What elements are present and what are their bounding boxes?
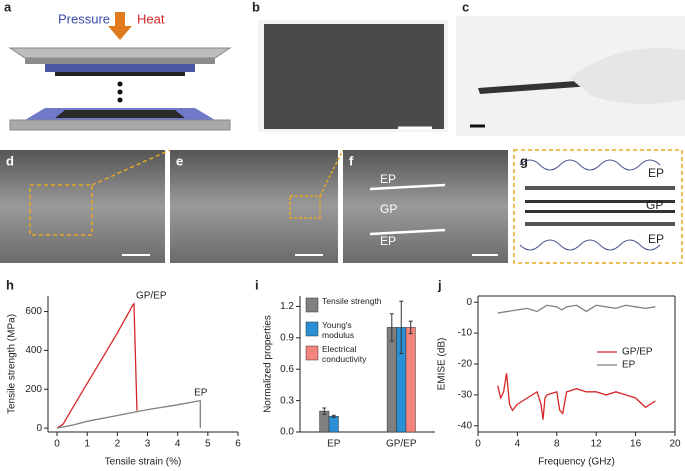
- polymer-chains: [519, 159, 661, 251]
- sem-image: [343, 150, 508, 263]
- film-photo: [264, 24, 444, 129]
- film-photo: [478, 80, 592, 94]
- series-line: [56, 301, 138, 429]
- legend-swatch: [305, 297, 319, 313]
- y-axis-label: EMISE (dB): [437, 338, 448, 391]
- y-tick-label: -10: [458, 328, 473, 339]
- y-axis-label: Normalized properties: [263, 315, 274, 413]
- panel-label: a: [4, 0, 12, 14]
- y-tick-label: -40: [458, 420, 473, 431]
- panel-label: b: [252, 0, 260, 14]
- y-tick-label: 0.0: [280, 427, 294, 438]
- error-bar: [399, 300, 404, 355]
- y-tick-label: -20: [458, 359, 473, 370]
- error-bar: [408, 320, 413, 335]
- error-bar: [331, 414, 336, 418]
- legend-label-box: Electrical conductivity: [322, 344, 367, 364]
- sem-image: [0, 150, 165, 263]
- y-tick-label: 0: [36, 423, 42, 434]
- y-tick-label: 0.3: [280, 395, 294, 406]
- series-annotation: EP: [194, 388, 208, 399]
- x-axis-label: Tensile strain (%): [105, 457, 182, 468]
- panel-label: h: [6, 277, 14, 292]
- x-tick-label: 8: [554, 439, 560, 450]
- x-tick-label: 0: [475, 439, 481, 450]
- panel-label: d: [6, 153, 14, 168]
- panel-label: e: [176, 153, 183, 168]
- error-bar: [322, 407, 327, 415]
- layer-label: EP: [648, 166, 664, 180]
- legend-label: Young's modulus: [322, 320, 355, 340]
- glove-photo: [570, 47, 685, 104]
- layer-line: [369, 183, 446, 191]
- zoom-box: [29, 184, 93, 236]
- y-axis-label: Tensile strength (MPa): [7, 314, 18, 414]
- layer-label: EP: [380, 234, 396, 248]
- panel-label: f: [349, 153, 354, 168]
- graphene-layer: [525, 222, 675, 226]
- x-tick-label: GP/EP: [386, 439, 417, 450]
- y-tick-label: 1.2: [280, 301, 294, 312]
- zoom-line: [319, 149, 344, 197]
- layer-line: [369, 228, 446, 236]
- panel-label: j: [437, 277, 442, 292]
- x-tick-label: 4: [515, 439, 521, 450]
- sem-image: [170, 150, 338, 263]
- press-diagram: [8, 12, 232, 131]
- schematic-frame: [513, 149, 683, 264]
- series-annotation: GP/EP: [136, 290, 167, 301]
- legend-label-box: Tensile strength: [322, 296, 382, 306]
- zoom-box: [289, 195, 321, 219]
- heat-label: Heat: [137, 11, 165, 26]
- graphene-layer: [525, 186, 675, 190]
- bar: [328, 416, 339, 433]
- x-tick-label: 12: [591, 439, 603, 450]
- y-tick-label: 0.9: [280, 332, 294, 343]
- legend-label: EP: [622, 360, 636, 371]
- x-tick-label: 20: [669, 439, 681, 450]
- x-tick-label: 2: [115, 439, 121, 450]
- panel-label: c: [462, 0, 469, 14]
- graphene-layer: [525, 210, 675, 213]
- y-tick-label: 400: [25, 345, 42, 356]
- pressure-label: Pressure: [58, 11, 110, 26]
- x-tick-label: 6: [235, 439, 241, 450]
- error-bar: [389, 313, 394, 342]
- y-tick-label: 600: [25, 306, 42, 317]
- x-tick-label: 3: [145, 439, 151, 450]
- legend-label: Electrical conductivity: [322, 344, 367, 364]
- y-tick-label: 0.6: [280, 364, 294, 375]
- x-tick-label: 4: [175, 439, 181, 450]
- x-tick-label: 0: [54, 439, 60, 450]
- x-tick-label: 5: [205, 439, 211, 450]
- bar: [405, 327, 416, 433]
- x-tick-label: EP: [327, 439, 341, 450]
- y-tick-label: 0: [466, 297, 472, 308]
- legend-label: GP/EP: [622, 347, 653, 358]
- layer-label: GP: [646, 198, 663, 212]
- y-tick-label: -30: [458, 390, 473, 401]
- panel-label: g: [520, 153, 528, 168]
- x-axis-label: Frequency (GHz): [538, 457, 615, 468]
- layer-label: EP: [380, 172, 396, 186]
- zoom-line: [91, 149, 171, 186]
- y-tick-label: 200: [25, 384, 42, 395]
- series-line: [497, 373, 656, 420]
- legend-label: Tensile strength: [322, 296, 382, 306]
- series-line: [497, 304, 656, 314]
- layer-label: EP: [648, 232, 664, 246]
- legend-swatch: [305, 345, 319, 361]
- graphene-layer: [525, 200, 675, 203]
- legend-swatch: [305, 321, 319, 337]
- bar: [386, 327, 397, 433]
- layer-label: GP: [380, 202, 397, 216]
- x-tick-label: 1: [84, 439, 90, 450]
- legend-label-box: Young's modulus: [322, 320, 355, 340]
- panel-label: i: [255, 277, 259, 292]
- x-tick-label: 16: [630, 439, 642, 450]
- series-line: [56, 400, 201, 429]
